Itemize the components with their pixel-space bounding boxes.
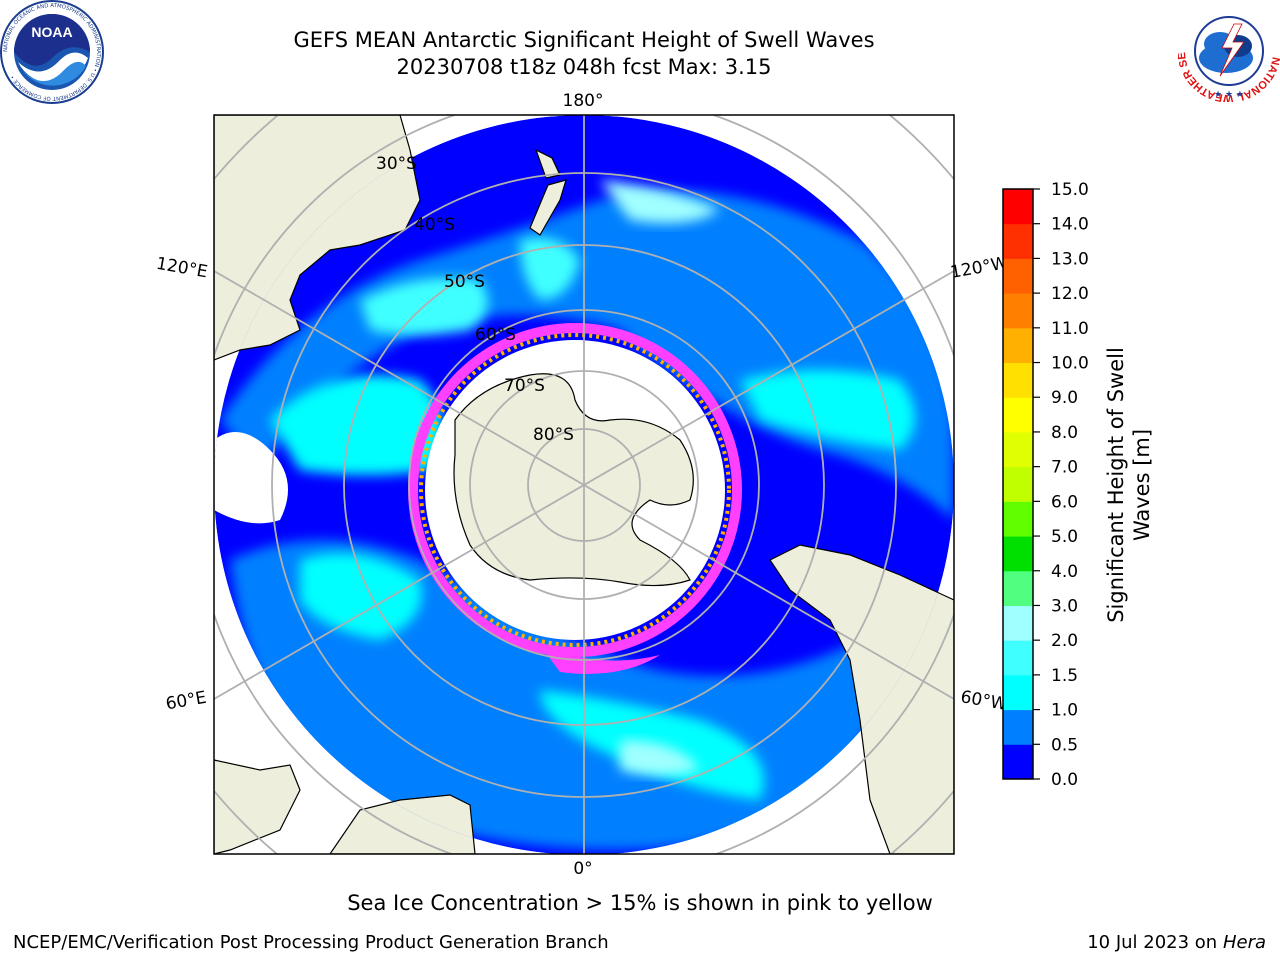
colorbar-tick-label: 7.0 bbox=[1051, 458, 1078, 478]
colorbar-tick-label: 4.0 bbox=[1051, 562, 1078, 582]
colorbar-segment bbox=[1003, 536, 1033, 572]
credit-text: NCEP/EMC/Verification Post Processing Pr… bbox=[13, 932, 609, 953]
host-name: Hera bbox=[1222, 932, 1266, 953]
sea-ice-caption: Sea Ice Concentration > 15% is shown in … bbox=[347, 891, 933, 915]
colorbar-tick-label: 3.0 bbox=[1051, 596, 1078, 616]
lat-label-40s: 40°S bbox=[414, 215, 455, 235]
colorbar-tick-label: 1.0 bbox=[1051, 701, 1078, 721]
lon-label-120e: 120°E bbox=[155, 254, 209, 283]
colorbar-tick-label: 0.5 bbox=[1051, 735, 1078, 755]
colorbar-label-line2: Waves [m] bbox=[1130, 429, 1154, 541]
lat-label-30s: 30°S bbox=[376, 154, 417, 174]
colorbar-tick-label: 11.0 bbox=[1051, 319, 1089, 339]
colorbar-segment bbox=[1003, 674, 1033, 711]
colorbar-segment bbox=[1003, 362, 1033, 398]
swell-contours bbox=[220, 180, 954, 850]
lon-label-180: 180° bbox=[563, 91, 604, 111]
colorbar-segment bbox=[1003, 397, 1033, 433]
colorbar-segment bbox=[1003, 189, 1033, 225]
chart-title: GEFS MEAN Antarctic Significant Height o… bbox=[293, 28, 875, 52]
colorbar-segment bbox=[1003, 709, 1033, 745]
colorbar-ticks: 15.0 14.0 13.0 12.0 11.0 10.0 9.0 8.0 7.0 6.0 5.0 4… bbox=[1033, 180, 1089, 790]
date-text: 10 Jul 2023 on bbox=[1087, 932, 1223, 953]
colorbar bbox=[1003, 189, 1033, 780]
colorbar-tick-label: 8.0 bbox=[1051, 423, 1078, 443]
lat-label-50s: 50°S bbox=[444, 272, 485, 292]
no-data-mask bbox=[214, 432, 288, 524]
colorbar-tick-label: 0.0 bbox=[1051, 770, 1078, 790]
colorbar-segment bbox=[1003, 640, 1033, 676]
colorbar-segment bbox=[1003, 293, 1033, 329]
svg-text:★ ★ ★: ★ ★ ★ bbox=[1214, 90, 1244, 100]
colorbar-segment bbox=[1003, 327, 1033, 364]
noaa-logo: NOAA NATIONAL OCEANIC AND ATMOSPHERIC AD… bbox=[0, 0, 104, 104]
lon-label-0: 0° bbox=[573, 859, 592, 879]
colorbar-tick-label: 6.0 bbox=[1051, 492, 1078, 512]
map-frame bbox=[213, 114, 955, 855]
colorbar-segment bbox=[1003, 605, 1033, 641]
map-area bbox=[214, 115, 954, 854]
lat-label-60s: 60°S bbox=[475, 325, 516, 345]
chart-subtitle: 20230708 t18z 048h fcst Max: 3.15 bbox=[396, 55, 772, 79]
colorbar-segment bbox=[1003, 501, 1033, 537]
lat-label-70s: 70°S bbox=[504, 376, 545, 396]
colorbar-frame bbox=[1002, 188, 1034, 780]
colorbar-segment bbox=[1003, 223, 1033, 259]
lon-label-120w: 120°W bbox=[949, 253, 1010, 283]
colorbar-segment bbox=[1003, 466, 1033, 502]
colorbar-tick-label: 1.5 bbox=[1051, 666, 1078, 686]
colorbar-tick-label: 15.0 bbox=[1051, 180, 1089, 200]
graticule bbox=[214, 115, 954, 854]
date-stamp: 10 Jul 2023 on Hera bbox=[1087, 932, 1266, 953]
colorbar-segment bbox=[1003, 744, 1033, 780]
colorbar-tick-label: 5.0 bbox=[1051, 527, 1078, 547]
colorbar-tick-label: 12.0 bbox=[1051, 284, 1089, 304]
lat-label-80s: 80°S bbox=[533, 425, 574, 445]
colorbar-tick-label: 2.0 bbox=[1051, 631, 1078, 651]
noaa-wordmark: NOAA bbox=[31, 24, 72, 40]
colorbar-segment bbox=[1003, 570, 1033, 606]
colorbar-tick-label: 14.0 bbox=[1051, 215, 1089, 235]
colorbar-tick-label: 9.0 bbox=[1051, 388, 1078, 408]
colorbar-segment bbox=[1003, 258, 1033, 294]
lon-label-60e: 60°E bbox=[164, 688, 208, 715]
lon-label-60w: 60°W bbox=[959, 687, 1009, 715]
colorbar-segment bbox=[1003, 431, 1033, 468]
nws-logo: NATIONAL WEATHER SERVICE ★ ★ ★ bbox=[1178, 0, 1280, 102]
colorbar-tick-label: 13.0 bbox=[1051, 249, 1089, 269]
colorbar-label-line1: Significant Height of Swell bbox=[1104, 347, 1128, 623]
colorbar-tick-label: 10.0 bbox=[1051, 354, 1089, 374]
